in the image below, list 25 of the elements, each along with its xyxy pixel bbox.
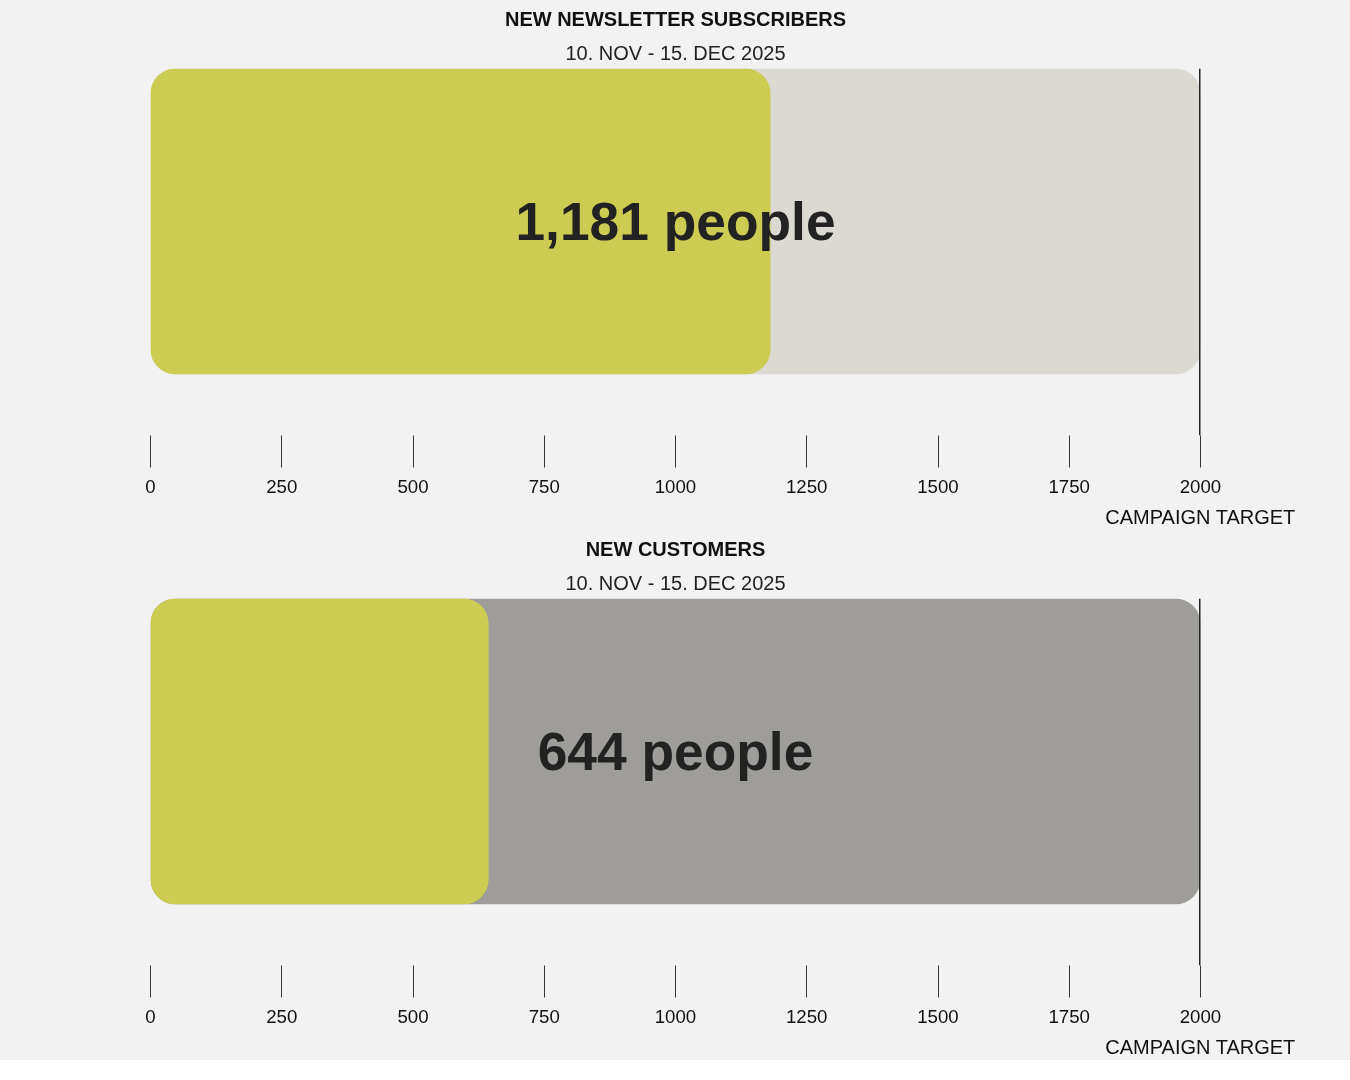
x-tick-label: 0 (145, 1005, 156, 1027)
x-tick-label: 1000 (654, 1005, 697, 1027)
data-label: 644 people (537, 721, 814, 781)
ref-line-label: CAMPAIGN TARGET (1105, 505, 1296, 528)
ref-line-label: CAMPAIGN TARGET (1105, 1035, 1296, 1058)
x-tick-label: 2000 (1179, 475, 1222, 497)
x-tick-label: 0 (145, 475, 156, 497)
x-tick-label: 1500 (917, 475, 959, 497)
x-tick-label: 250 (266, 1005, 298, 1027)
x-tick-label: 1500 (917, 1005, 959, 1027)
x-tick-label: 500 (397, 1005, 429, 1027)
x-tick-label: 1250 (786, 475, 828, 497)
x-tick-label: 500 (397, 475, 429, 497)
x-tick-label: 750 (528, 1005, 560, 1027)
x-tick-label: 1250 (786, 1005, 828, 1027)
x-tick-label: 2000 (1179, 1005, 1222, 1027)
chart-title: NEW CUSTOMERS (585, 537, 766, 560)
x-tick-label: 1000 (654, 475, 697, 497)
chart-title: NEW NEWSLETTER SUBSCRIBERS (504, 7, 847, 30)
x-tick-label: 250 (266, 475, 298, 497)
x-tick-label: 1750 (1048, 475, 1091, 497)
x-tick-label: 750 (528, 475, 560, 497)
x-tick-label: 1750 (1048, 1005, 1091, 1027)
chart-subtitle: 10. NOV - 15. DEC 2025 (565, 571, 786, 594)
chart-subtitle: 10. NOV - 15. DEC 2025 (565, 41, 786, 64)
